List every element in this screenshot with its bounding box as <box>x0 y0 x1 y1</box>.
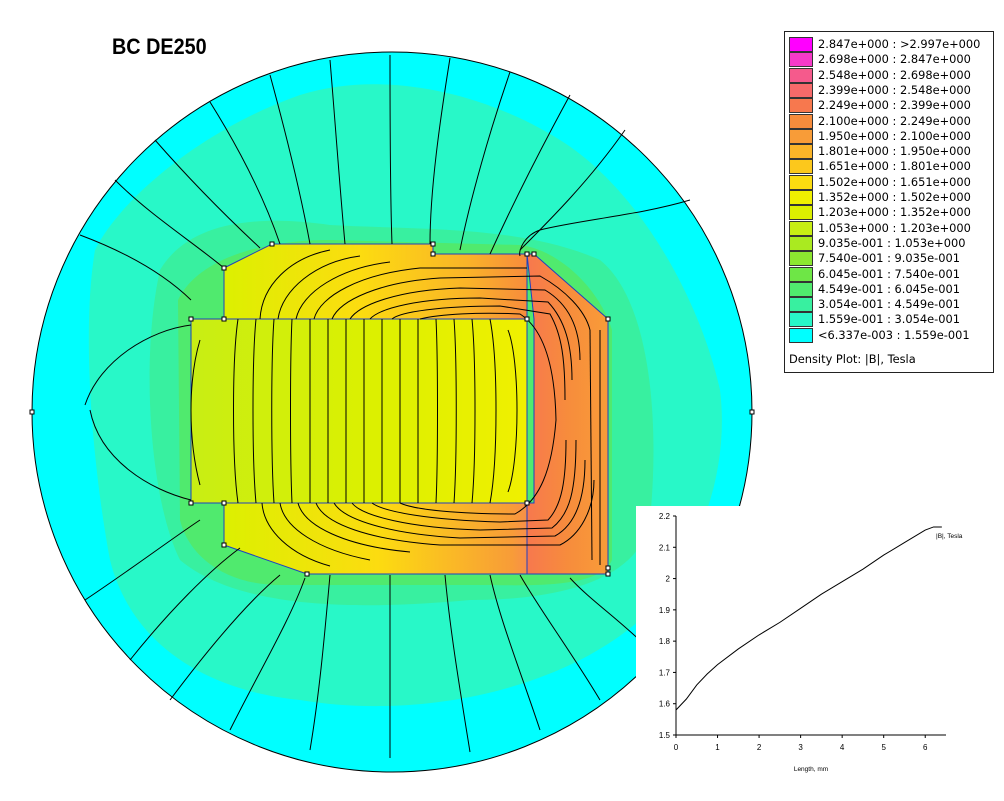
core-flux-lines <box>190 318 518 504</box>
mesh-nodes <box>29 241 755 577</box>
legend-swatch <box>789 113 813 129</box>
field-profile-chart: 1.5 1.6 1.7 1.8 1.9 2 2.1 2.2 0 1 2 3 4 5 6 |B|, Tesla L… <box>636 506 1004 796</box>
y-tick-label: 2.2 <box>659 512 671 521</box>
legend-label: 2.698e+000 : 2.847e+000 <box>818 52 971 67</box>
legend-label: 2.399e+000 : 2.548e+000 <box>818 82 971 97</box>
legend-entry: 2.100e+000 : 2.249e+000 <box>789 113 989 129</box>
legend-label: 7.540e-001 : 9.035e-001 <box>818 251 961 266</box>
x-tick-label: 6 <box>923 743 928 752</box>
legend-label: 4.549e-001 : 6.045e-001 <box>818 281 961 296</box>
legend-entry: 3.054e-001 : 4.549e-001 <box>789 297 989 313</box>
legend-swatch <box>789 312 813 328</box>
legend-swatch <box>789 266 813 282</box>
x-tick-label: 1 <box>715 743 720 752</box>
legend-entry: 1.559e-001 : 3.054e-001 <box>789 312 989 328</box>
legend-entry: 4.549e-001 : 6.045e-001 <box>789 281 989 297</box>
x-tick-label: 0 <box>674 743 679 752</box>
legend-label: 1.559e-001 : 3.054e-001 <box>818 312 961 327</box>
legend-label: 1.651e+000 : 1.801e+000 <box>818 159 971 174</box>
legend-swatch <box>789 174 813 190</box>
legend-swatch <box>789 159 813 175</box>
legend-swatch <box>789 144 813 160</box>
legend-label: 2.100e+000 : 2.249e+000 <box>818 113 971 128</box>
air-flux-lines <box>79 54 691 758</box>
legend-swatch <box>789 128 813 144</box>
legend-entry: 1.502e+000 : 1.651e+000 <box>789 174 989 190</box>
x-tick-label: 3 <box>798 743 803 752</box>
legend-swatch <box>789 82 813 98</box>
return-yoke <box>526 253 609 575</box>
y-tick-label: 1.7 <box>659 668 671 677</box>
series-line <box>675 526 942 711</box>
legend-label: 1.352e+000 : 1.502e+000 <box>818 190 971 204</box>
legend-swatch <box>789 37 813 52</box>
y-tick-label: 1.6 <box>659 700 671 709</box>
legend-entry: 7.540e-001 : 9.035e-001 <box>789 251 989 267</box>
y-tick-label: 2.1 <box>659 543 671 552</box>
x-tick-label: 4 <box>840 743 845 752</box>
legend-label: 1.950e+000 : 2.100e+000 <box>818 128 971 143</box>
legend-swatch <box>789 327 813 343</box>
density-legend: 2.847e+000 : >2.997e+000 2.698e+000 : 2.8… <box>784 31 994 373</box>
legend-entry: 1.053e+000 : 1.203e+000 <box>789 220 989 236</box>
legend-label: 3.054e-001 : 4.549e-001 <box>818 297 961 312</box>
legend-label: 2.249e+000 : 2.399e+000 <box>818 98 971 113</box>
legend-label: 9.035e-001 : 1.053e+000 <box>818 235 966 250</box>
pole-flux-lines <box>259 249 601 567</box>
legend-label: 1.502e+000 : 1.651e+000 <box>818 174 971 189</box>
legend-entry: 2.399e+000 : 2.548e+000 <box>789 82 989 98</box>
x-tick-label: 2 <box>757 743 762 752</box>
legend-entry: 1.203e+000 : 1.352e+000 <box>789 205 989 221</box>
legend-swatch <box>789 251 813 267</box>
legend-entry: 1.352e+000 : 1.502e+000 <box>789 190 989 205</box>
top-pole <box>223 243 528 320</box>
legend-swatch <box>789 205 813 221</box>
legend-swatch <box>789 297 813 313</box>
y-tick-label: 1.8 <box>659 637 671 646</box>
legend-entry: 2.249e+000 : 2.399e+000 <box>789 98 989 114</box>
central-core <box>190 318 528 504</box>
legend-swatch <box>789 52 813 68</box>
legend-entry: 1.801e+000 : 1.950e+000 <box>789 144 989 160</box>
legend-swatch <box>789 98 813 114</box>
y-tick-label: 1.5 <box>659 731 671 740</box>
y-tick-label: 2 <box>666 575 671 584</box>
legend-label: 1.203e+000 : 1.352e+000 <box>818 205 971 220</box>
legend-entry: 2.698e+000 : 2.847e+000 <box>789 52 989 68</box>
x-tick-label: 5 <box>881 743 886 752</box>
legend-label: 1.801e+000 : 1.950e+000 <box>818 144 971 159</box>
x-axis-label: Length, mm <box>794 766 828 773</box>
legend-entry: 9.035e-001 : 1.053e+000 <box>789 235 989 251</box>
legend-label: <6.337e-003 : 1.559e-001 <box>818 327 970 342</box>
legend-entry: <6.337e-003 : 1.559e-001 <box>789 327 989 343</box>
legend-label: 6.045e-001 : 7.540e-001 <box>818 266 961 281</box>
legend-entry: 2.548e+000 : 2.698e+000 <box>789 67 989 83</box>
legend-label: 2.548e+000 : 2.698e+000 <box>818 67 971 82</box>
legend-entry: 1.651e+000 : 1.801e+000 <box>789 159 989 175</box>
plot-title: BC DE250 <box>112 34 207 59</box>
legend-entry: 1.950e+000 : 2.100e+000 <box>789 128 989 144</box>
legend-entry: 2.847e+000 : >2.997e+000 <box>789 37 989 52</box>
legend-swatch <box>789 235 813 251</box>
legend-label: 2.847e+000 : >2.997e+000 <box>818 37 981 51</box>
y-tick-label: 1.9 <box>659 606 671 615</box>
legend-label: 1.053e+000 : 1.203e+000 <box>818 220 971 235</box>
legend-swatch <box>789 67 813 83</box>
legend-swatch <box>789 220 813 236</box>
series-legend-label: |B|, Tesla <box>936 533 963 540</box>
legend-swatch <box>789 190 813 205</box>
legend-entry: 6.045e-001 : 7.540e-001 <box>789 266 989 282</box>
legend-caption: Density Plot: |B|, Tesla <box>789 352 916 366</box>
legend-swatch <box>789 281 813 297</box>
